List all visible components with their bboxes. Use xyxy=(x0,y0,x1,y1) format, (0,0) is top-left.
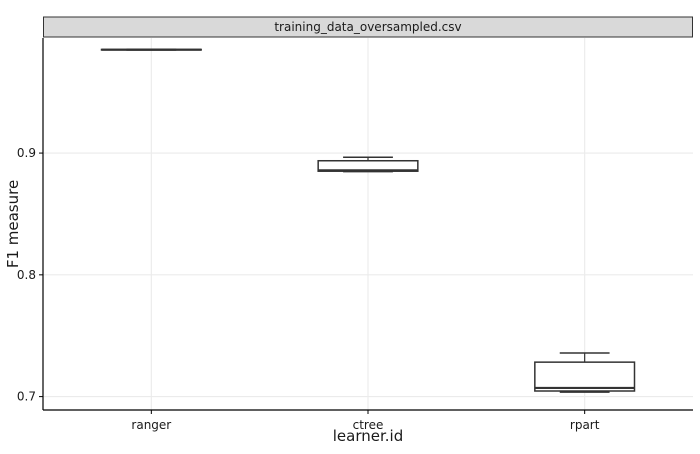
x-axis-title: learner.id xyxy=(333,427,403,445)
y-axis-title: F1 measure xyxy=(4,180,22,268)
x-tick-label: ranger xyxy=(131,418,171,432)
box-rpart xyxy=(534,352,636,393)
x-tick-label: rpart xyxy=(570,418,600,432)
box-iqr xyxy=(534,361,636,392)
axis-layer: 0.7 0.8 0.9 ranger ctree rpart xyxy=(17,38,693,432)
x-tick-label: ctree xyxy=(353,418,384,432)
box-ctree xyxy=(317,156,419,173)
facet-strip-title: training_data_oversampled.csv xyxy=(274,20,461,34)
y-tick-label: 0.8 xyxy=(17,268,36,282)
grid-layer xyxy=(43,38,693,410)
box-ranger xyxy=(100,48,202,51)
y-tick-label: 0.7 xyxy=(17,390,36,404)
facet-strip xyxy=(43,16,693,38)
y-tick-label: 0.9 xyxy=(17,146,36,160)
box-layer xyxy=(100,48,636,393)
